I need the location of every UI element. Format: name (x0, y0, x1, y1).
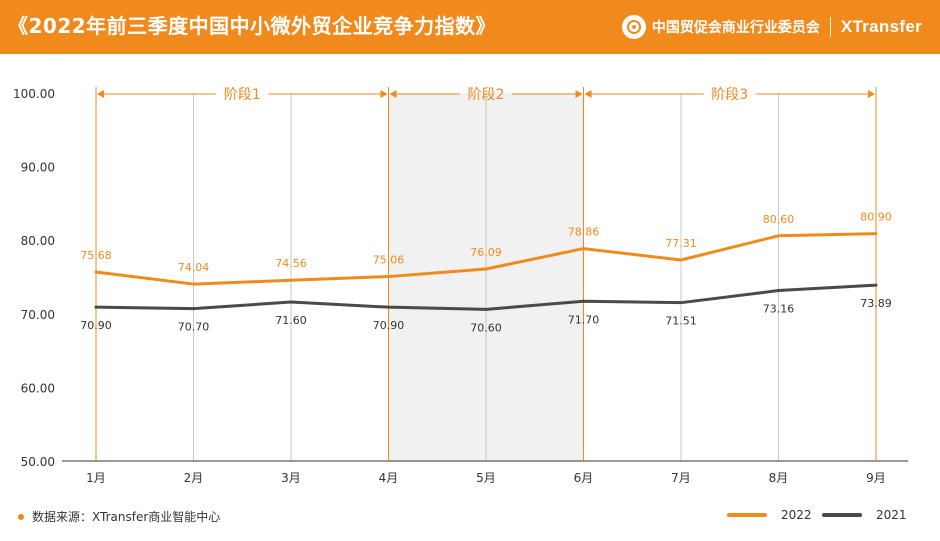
data-label-2021: 71.51 (665, 315, 697, 328)
brand-divider (829, 17, 831, 37)
source-text: 数据来源：XTransfer商业智能中心 (32, 510, 221, 524)
data-label-2022: 75.68 (80, 249, 112, 262)
y-tick-label: 70.00 (21, 308, 55, 322)
data-label-2021: 70.70 (178, 321, 210, 334)
legend-item-2022: 2022 (727, 508, 812, 522)
x-tick-label: 6月 (574, 471, 594, 485)
y-tick-label: 100.00 (13, 87, 55, 101)
data-label-2022: 80.60 (763, 213, 795, 226)
data-label-2022: 78.86 (568, 226, 600, 239)
data-label-2021: 71.60 (275, 314, 307, 327)
arrow-left-icon (97, 90, 104, 98)
x-tick-label: 4月 (379, 471, 399, 485)
arrow-left-icon (584, 90, 592, 98)
bullet-dot-icon (18, 513, 24, 520)
y-tick-label: 80.00 (21, 234, 55, 248)
legend-swatch-2022 (727, 513, 767, 517)
x-tick-label: 2月 (184, 471, 204, 485)
arrow-right-icon (575, 90, 583, 98)
data-label-2021: 70.90 (373, 319, 405, 332)
arrow-right-icon (380, 90, 388, 98)
data-label-2022: 74.04 (178, 261, 210, 274)
data-label-2022: 76.09 (470, 246, 502, 259)
legend-item-2021: 2021 (822, 508, 907, 522)
y-tick-label: 60.00 (21, 381, 55, 395)
org-name: 中国贸促会商业行业委员会 (651, 20, 820, 36)
chart-title: 《2022年前三季度中国中小微外贸企业竞争力指数》 (8, 14, 497, 38)
data-label-2022: 75.06 (373, 254, 405, 267)
y-tick-label: 50.00 (21, 455, 55, 469)
x-tick-label: 5月 (476, 471, 496, 485)
x-tick-label: 7月 (671, 471, 691, 485)
y-tick-label: 90.00 (21, 161, 55, 175)
data-label-2021: 70.60 (470, 321, 502, 334)
source-note: 数据来源：XTransfer商业智能中心 (18, 508, 220, 525)
series-line-2021 (94, 283, 878, 311)
legend-label-2022: 2022 (781, 508, 812, 522)
x-tick-label: 3月 (281, 471, 301, 485)
x-tick-label: 1月 (86, 471, 106, 485)
series-line-2022 (94, 232, 878, 286)
data-label-2022: 77.31 (665, 237, 697, 250)
ccpit-logo-icon (621, 15, 646, 39)
data-label-2021: 73.16 (763, 303, 795, 316)
arrow-left-icon (389, 90, 397, 98)
brand-name: XTransfer (840, 17, 922, 36)
brand-block: 中国贸促会商业行业委员会 XTransfer (621, 14, 922, 40)
arrow-right-icon (868, 90, 875, 98)
data-label-2022: 74.56 (275, 257, 307, 270)
data-label-2022: 80.90 (860, 211, 892, 224)
data-label-2021: 73.89 (860, 297, 892, 310)
phase-label-3: 阶段3 (711, 87, 748, 103)
x-tick-label: 9月 (866, 471, 886, 485)
legend-label-2021: 2021 (876, 508, 907, 522)
phase-label-1: 阶段1 (224, 87, 261, 103)
legend-swatch-2021 (822, 513, 862, 517)
phase-label-2: 阶段2 (468, 87, 505, 103)
header-bar: 《2022年前三季度中国中小微外贸企业竞争力指数》 中国贸促会商业行业委员会 X… (0, 0, 940, 54)
x-tick-label: 8月 (769, 471, 789, 485)
data-label-2021: 70.90 (80, 319, 112, 332)
data-label-2021: 71.70 (568, 313, 600, 326)
